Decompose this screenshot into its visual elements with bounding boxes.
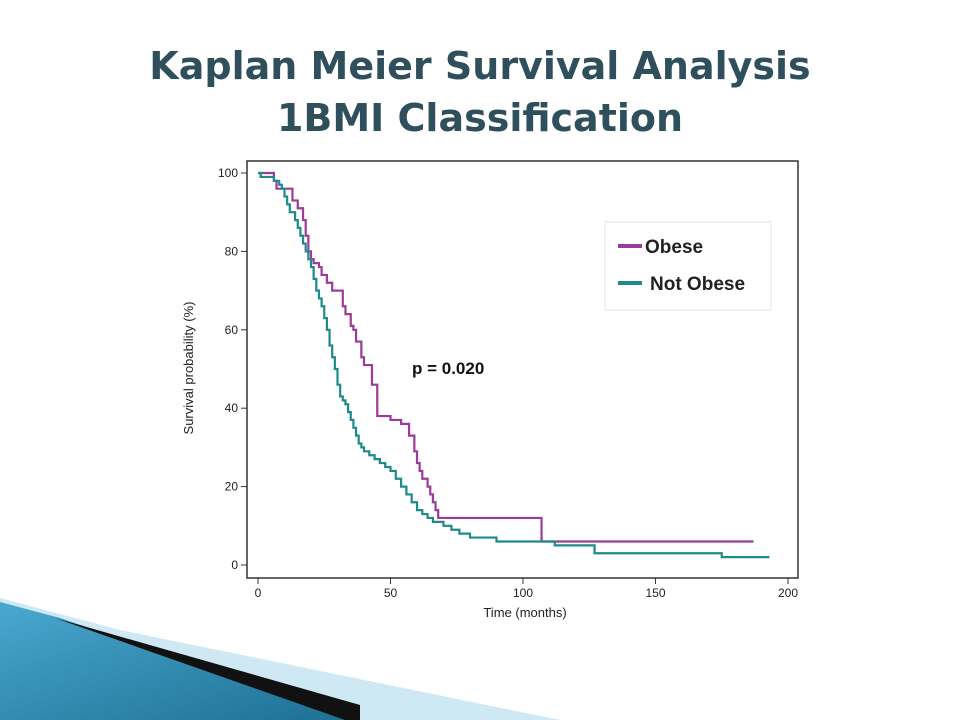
slide-decoration	[0, 598, 560, 720]
x-axis-title: Time (months)	[483, 605, 566, 620]
x-tick-label: 200	[778, 586, 798, 600]
y-axis-title: Survival probability (%)	[181, 302, 196, 435]
x-axis-ticks: 0 50 100 150 200	[255, 578, 798, 600]
series-line-obese	[258, 171, 754, 543]
series-line-not-obese	[258, 171, 770, 559]
slide-title-line-2: 1BMI Classification	[276, 96, 684, 140]
slide-title-line-1: Kaplan Meier Survival Analysis	[149, 44, 811, 88]
survival-curves	[258, 171, 770, 559]
x-tick-label: 50	[384, 586, 398, 600]
y-tick-label: 40	[225, 401, 239, 415]
legend: Obese Not Obese	[604, 221, 772, 311]
y-tick-label: 80	[225, 244, 239, 258]
y-tick-label: 20	[225, 480, 239, 494]
legend-label-not-obese: Not Obese	[650, 274, 745, 295]
x-tick-label: 100	[513, 586, 533, 600]
x-tick-label: 0	[255, 586, 262, 600]
y-tick-label: 60	[225, 323, 239, 337]
legend-box	[604, 221, 772, 311]
decor-dark-swoosh	[55, 618, 360, 720]
x-tick-label: 150	[645, 586, 665, 600]
y-axis-ticks: 0 20 40 60 80 100	[218, 166, 247, 572]
y-tick-label: 100	[218, 166, 238, 180]
y-tick-label: 0	[231, 558, 238, 572]
p-value-annotation: p = 0.020	[412, 359, 484, 378]
legend-label-obese: Obese	[645, 237, 703, 258]
